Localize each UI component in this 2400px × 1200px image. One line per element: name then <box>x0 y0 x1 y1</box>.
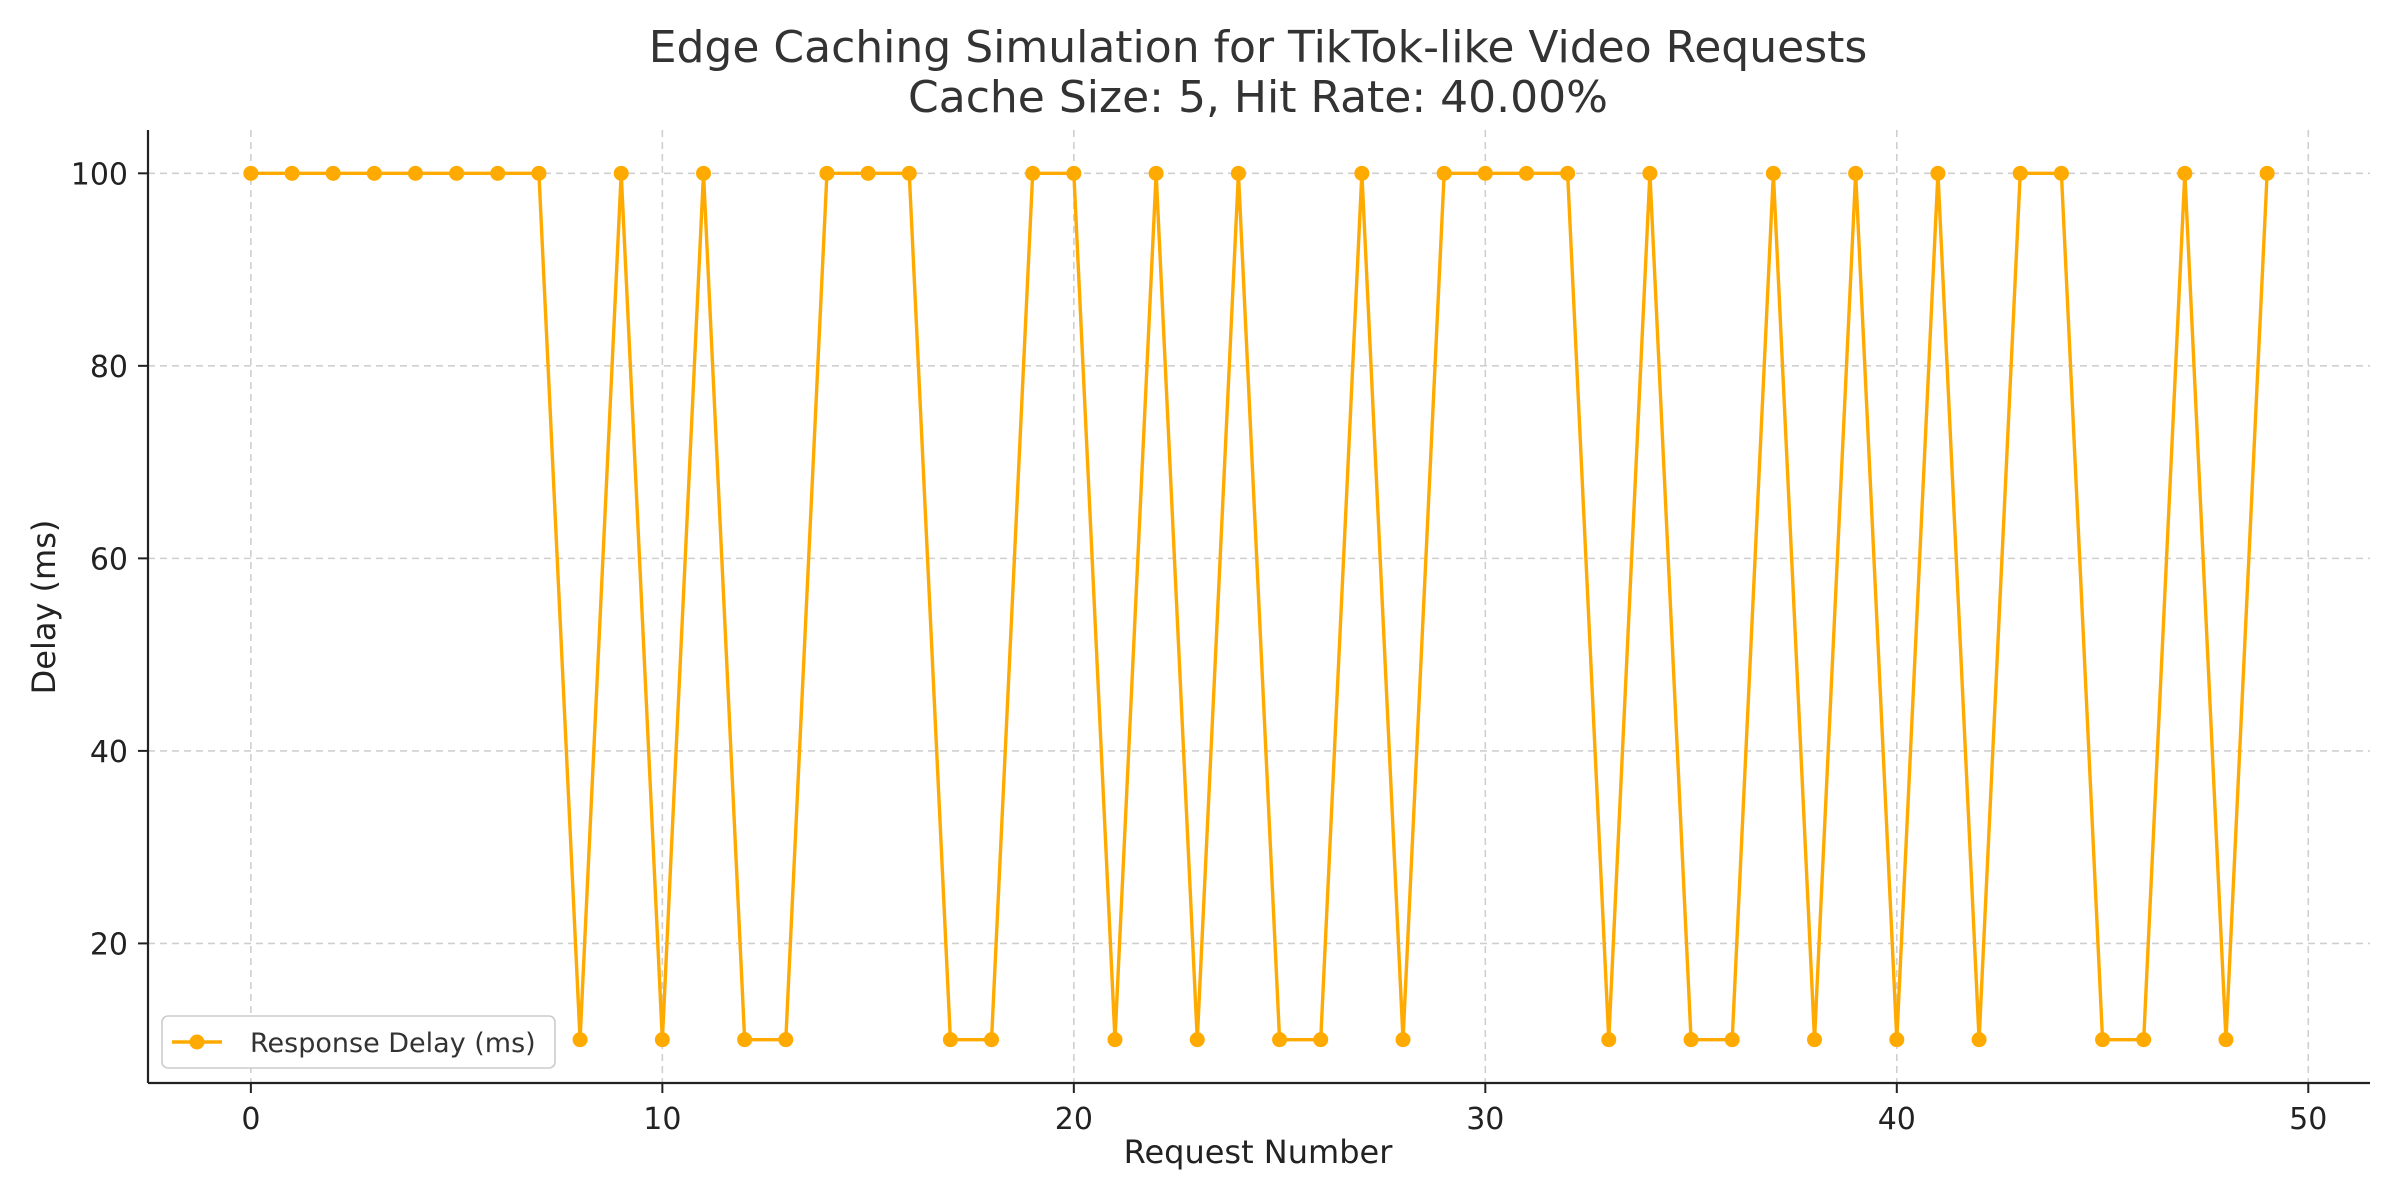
data-point <box>1807 1032 1822 1048</box>
data-point <box>984 1032 1000 1048</box>
data-point <box>1148 165 1164 181</box>
legend-label: Response Delay (ms) <box>250 1028 536 1059</box>
x-tick-label: 30 <box>1466 1102 1504 1137</box>
data-point <box>366 165 382 181</box>
data-point <box>1971 1032 1987 1048</box>
grid <box>148 130 2370 1083</box>
data-point <box>2012 165 2028 181</box>
data-point <box>325 165 341 181</box>
data-point <box>531 165 547 181</box>
x-tick-label: 0 <box>241 1102 260 1137</box>
series-layer <box>243 165 2275 1048</box>
x-tick-label: 40 <box>1878 1102 1916 1137</box>
data-point <box>1107 1032 1123 1048</box>
x-tick-label: 50 <box>2289 1102 2327 1137</box>
data-point <box>860 165 876 181</box>
legend: Response Delay (ms) <box>161 1015 556 1069</box>
data-point <box>901 165 917 181</box>
legend-frame <box>161 1015 556 1069</box>
chart-subtitle: Cache Size: 5, Hit Rate: 40.00% <box>908 72 1608 123</box>
data-point <box>696 165 711 181</box>
data-point <box>2218 1032 2234 1048</box>
x-axis-label: Request Number <box>1124 1133 1394 1171</box>
data-point <box>1477 165 1493 181</box>
legend-marker <box>189 1034 205 1050</box>
y-tick-label: 60 <box>90 542 128 577</box>
data-point <box>1354 165 1370 181</box>
data-point <box>819 165 835 181</box>
data-point <box>449 165 465 181</box>
data-point <box>2259 165 2275 181</box>
data-point <box>1765 165 1781 181</box>
data-point <box>1560 165 1576 181</box>
x-tick-label: 20 <box>1055 1102 1093 1137</box>
data-point <box>1395 1032 1411 1048</box>
data-point <box>1066 165 1082 181</box>
data-point <box>737 1032 753 1048</box>
data-point <box>1272 1032 1288 1048</box>
data-point <box>1848 165 1864 181</box>
data-point <box>490 165 506 181</box>
y-tick-label: 20 <box>90 927 128 962</box>
data-point <box>1025 165 1041 181</box>
data-point <box>1930 165 1946 181</box>
data-point <box>2053 165 2069 181</box>
data-point <box>1642 165 1658 181</box>
series-line <box>250 171 2269 1042</box>
data-point <box>1313 1032 1329 1048</box>
data-point <box>284 165 300 181</box>
data-point <box>1889 1032 1905 1048</box>
y-tick-label: 80 <box>90 350 128 385</box>
data-point <box>1601 1032 1617 1048</box>
data-point <box>942 1032 958 1048</box>
data-point <box>407 165 423 181</box>
data-point <box>778 1032 794 1048</box>
data-point <box>2177 165 2193 181</box>
data-point <box>1230 165 1246 181</box>
data-point <box>1189 1032 1205 1048</box>
data-point <box>1724 1032 1740 1048</box>
data-point <box>1518 165 1534 181</box>
y-tick-label: 40 <box>90 735 128 770</box>
data-point <box>2136 1032 2152 1048</box>
data-point <box>613 165 629 181</box>
data-point <box>572 1032 588 1048</box>
chart-title: Edge Caching Simulation for TikTok-like … <box>649 22 1868 73</box>
data-point <box>2095 1032 2111 1048</box>
axes: 0 10 20 30 40 50 20 40 60 80 100 <box>71 130 2370 1137</box>
y-tick-label: 100 <box>71 157 128 192</box>
data-point <box>1436 165 1452 181</box>
data-point <box>654 1032 670 1048</box>
data-point <box>1683 1032 1699 1048</box>
x-tick-label: 10 <box>643 1102 681 1137</box>
y-axis-label: Delay (ms) <box>25 520 63 695</box>
data-point <box>243 165 259 181</box>
